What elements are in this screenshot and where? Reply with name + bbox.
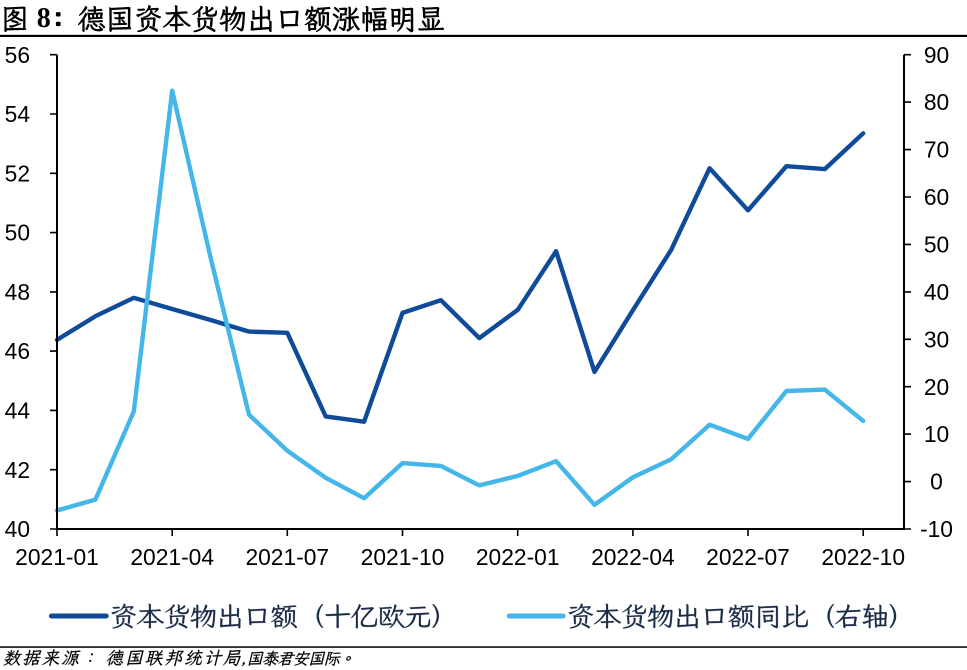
svg-text:44: 44 [5, 398, 31, 424]
svg-text:42: 42 [5, 457, 30, 483]
svg-text:-10: -10 [920, 516, 953, 542]
svg-text:56: 56 [5, 42, 30, 68]
svg-text:54: 54 [5, 101, 31, 127]
svg-text:80: 80 [924, 89, 949, 115]
svg-text:8: 8 [37, 3, 51, 34]
svg-text:2021-01: 2021-01 [15, 544, 99, 570]
svg-text:2021-07: 2021-07 [245, 544, 329, 570]
svg-text:50: 50 [5, 220, 30, 246]
svg-text:46: 46 [5, 338, 30, 364]
svg-text:10: 10 [924, 421, 949, 447]
svg-text:2022-04: 2022-04 [591, 544, 675, 570]
svg-text:2021-10: 2021-10 [361, 544, 445, 570]
svg-text:2022-07: 2022-07 [706, 544, 790, 570]
svg-text:60: 60 [924, 184, 949, 210]
svg-text:48: 48 [5, 279, 30, 305]
svg-text:52: 52 [5, 160, 30, 186]
svg-text:70: 70 [924, 137, 949, 163]
svg-text:40: 40 [5, 516, 30, 542]
svg-text:40: 40 [924, 279, 949, 305]
svg-text:30: 30 [924, 326, 949, 352]
svg-text:2021-04: 2021-04 [130, 544, 214, 570]
svg-text:50: 50 [924, 232, 949, 258]
svg-text:0: 0 [930, 469, 943, 495]
svg-text:90: 90 [924, 42, 949, 68]
svg-text:2022-01: 2022-01 [476, 544, 560, 570]
svg-text:2022-10: 2022-10 [821, 544, 905, 570]
svg-text:20: 20 [924, 374, 949, 400]
